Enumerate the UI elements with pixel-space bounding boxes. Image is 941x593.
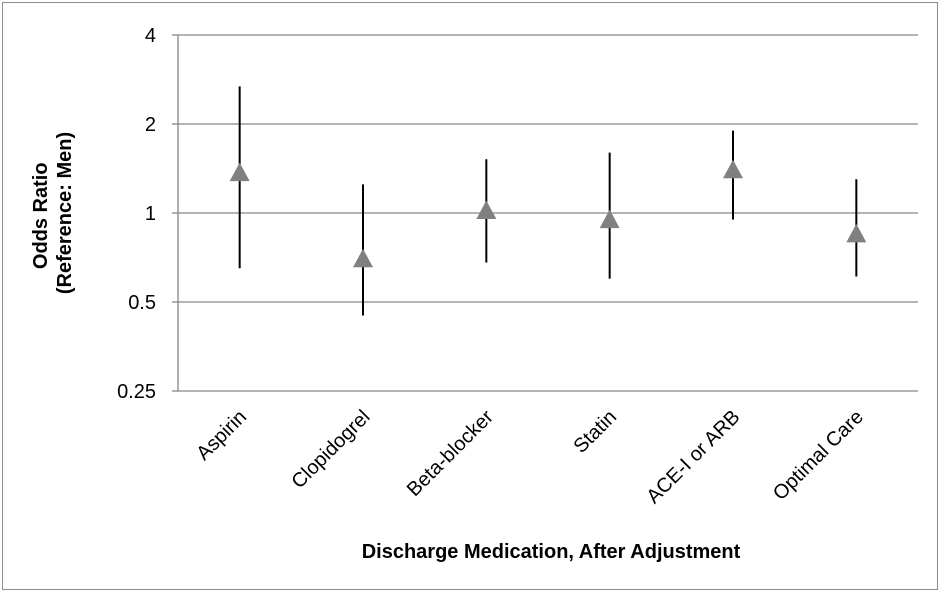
y-tick-label: 0.5 [128, 292, 156, 314]
grid-lines [172, 34, 918, 392]
y-axis-title-line2: (Reference: Men) [54, 132, 76, 294]
x-category-label: Beta-blocker [403, 406, 498, 501]
x-category-label: Optimal Care [769, 406, 868, 505]
x-category-labels: Aspirin Clopidogrel Beta-blocker Statin ACE-… [192, 406, 867, 508]
error-bars [238, 86, 858, 316]
or-marker [599, 209, 620, 229]
x-category-label: Statin [569, 406, 621, 458]
y-tick-labels: 4 2 1 0.5 0.25 [117, 25, 156, 403]
x-category-label: ACE-I or ARB [643, 406, 745, 508]
y-tick-label: 0.25 [117, 381, 156, 403]
y-axis-title-line1: Odds Ratio [30, 162, 52, 269]
y-axis-title: Odds Ratio (Reference: Men) [30, 132, 76, 294]
or-marker [723, 159, 743, 179]
or-marker [229, 162, 250, 182]
y-tick-label: 2 [145, 114, 156, 136]
x-axis-title: Discharge Medication, After Adjustment [362, 541, 741, 563]
y-tick-label: 1 [145, 203, 156, 225]
or-markers [229, 159, 867, 268]
or-marker [476, 200, 497, 219]
or-marker [353, 248, 373, 268]
x-category-label: Aspirin [192, 406, 251, 465]
y-tick-label: 4 [145, 25, 156, 47]
x-category-label: Clopidogrel [287, 406, 374, 493]
or-marker [846, 223, 867, 243]
